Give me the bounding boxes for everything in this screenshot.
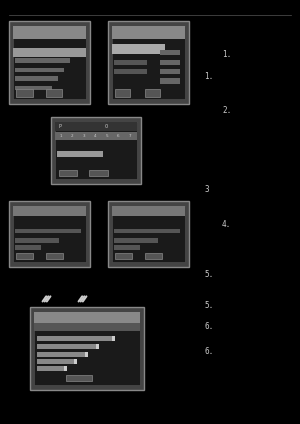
- Text: 5.: 5.: [204, 270, 213, 279]
- FancyBboxPatch shape: [55, 132, 137, 140]
- FancyBboxPatch shape: [114, 245, 140, 250]
- FancyBboxPatch shape: [34, 323, 140, 331]
- FancyBboxPatch shape: [59, 170, 77, 176]
- FancyBboxPatch shape: [9, 201, 90, 267]
- Text: 4.: 4.: [222, 220, 231, 229]
- FancyBboxPatch shape: [13, 26, 86, 39]
- Text: 2.: 2.: [222, 106, 231, 115]
- FancyBboxPatch shape: [160, 78, 180, 84]
- Text: 5: 5: [106, 134, 108, 138]
- FancyBboxPatch shape: [16, 253, 33, 259]
- FancyBboxPatch shape: [15, 245, 40, 250]
- FancyBboxPatch shape: [37, 351, 85, 357]
- FancyBboxPatch shape: [145, 89, 160, 97]
- Text: 6.: 6.: [204, 322, 213, 331]
- FancyBboxPatch shape: [55, 122, 137, 179]
- FancyBboxPatch shape: [15, 76, 59, 81]
- FancyBboxPatch shape: [115, 89, 130, 97]
- FancyBboxPatch shape: [57, 151, 103, 157]
- FancyBboxPatch shape: [112, 206, 185, 217]
- Text: 1.: 1.: [204, 72, 213, 81]
- FancyBboxPatch shape: [34, 312, 140, 385]
- Text: 6: 6: [117, 134, 120, 138]
- FancyBboxPatch shape: [95, 344, 99, 349]
- FancyBboxPatch shape: [51, 117, 141, 184]
- FancyBboxPatch shape: [15, 229, 81, 233]
- FancyBboxPatch shape: [46, 89, 62, 97]
- Text: P: P: [59, 124, 62, 129]
- FancyBboxPatch shape: [30, 307, 144, 390]
- FancyBboxPatch shape: [66, 375, 92, 381]
- Text: 3: 3: [82, 134, 85, 138]
- FancyBboxPatch shape: [37, 366, 64, 371]
- FancyBboxPatch shape: [15, 86, 52, 90]
- FancyBboxPatch shape: [85, 351, 88, 357]
- FancyBboxPatch shape: [16, 89, 32, 97]
- Text: 4: 4: [94, 134, 96, 138]
- FancyBboxPatch shape: [112, 26, 185, 39]
- FancyBboxPatch shape: [64, 366, 67, 371]
- FancyBboxPatch shape: [55, 122, 137, 131]
- FancyBboxPatch shape: [15, 67, 64, 72]
- FancyBboxPatch shape: [15, 58, 70, 62]
- FancyBboxPatch shape: [114, 60, 147, 65]
- FancyBboxPatch shape: [112, 26, 185, 99]
- Text: 0: 0: [104, 124, 107, 129]
- FancyBboxPatch shape: [160, 50, 180, 55]
- FancyBboxPatch shape: [13, 206, 86, 217]
- FancyBboxPatch shape: [13, 206, 86, 262]
- Text: 7: 7: [129, 134, 131, 138]
- FancyBboxPatch shape: [89, 170, 108, 176]
- Text: 6.: 6.: [204, 347, 213, 357]
- FancyBboxPatch shape: [37, 359, 74, 364]
- FancyBboxPatch shape: [13, 26, 86, 99]
- FancyBboxPatch shape: [114, 69, 147, 74]
- FancyBboxPatch shape: [112, 206, 185, 262]
- FancyBboxPatch shape: [13, 48, 86, 58]
- FancyBboxPatch shape: [114, 238, 158, 243]
- FancyBboxPatch shape: [15, 238, 59, 243]
- FancyBboxPatch shape: [112, 336, 115, 341]
- FancyBboxPatch shape: [34, 312, 140, 323]
- FancyBboxPatch shape: [108, 21, 189, 104]
- FancyBboxPatch shape: [115, 253, 132, 259]
- FancyBboxPatch shape: [112, 44, 165, 54]
- FancyBboxPatch shape: [37, 336, 112, 341]
- Text: 3: 3: [204, 185, 208, 194]
- Text: 2: 2: [71, 134, 73, 138]
- FancyBboxPatch shape: [37, 344, 95, 349]
- Text: 1.: 1.: [222, 50, 231, 59]
- Text: 5.: 5.: [204, 301, 213, 310]
- FancyBboxPatch shape: [160, 69, 180, 74]
- FancyBboxPatch shape: [160, 60, 180, 65]
- FancyBboxPatch shape: [74, 359, 77, 364]
- FancyBboxPatch shape: [114, 229, 180, 233]
- FancyBboxPatch shape: [9, 21, 90, 104]
- FancyBboxPatch shape: [108, 201, 189, 267]
- Text: 1: 1: [59, 134, 61, 138]
- FancyBboxPatch shape: [145, 253, 162, 259]
- FancyBboxPatch shape: [46, 253, 63, 259]
